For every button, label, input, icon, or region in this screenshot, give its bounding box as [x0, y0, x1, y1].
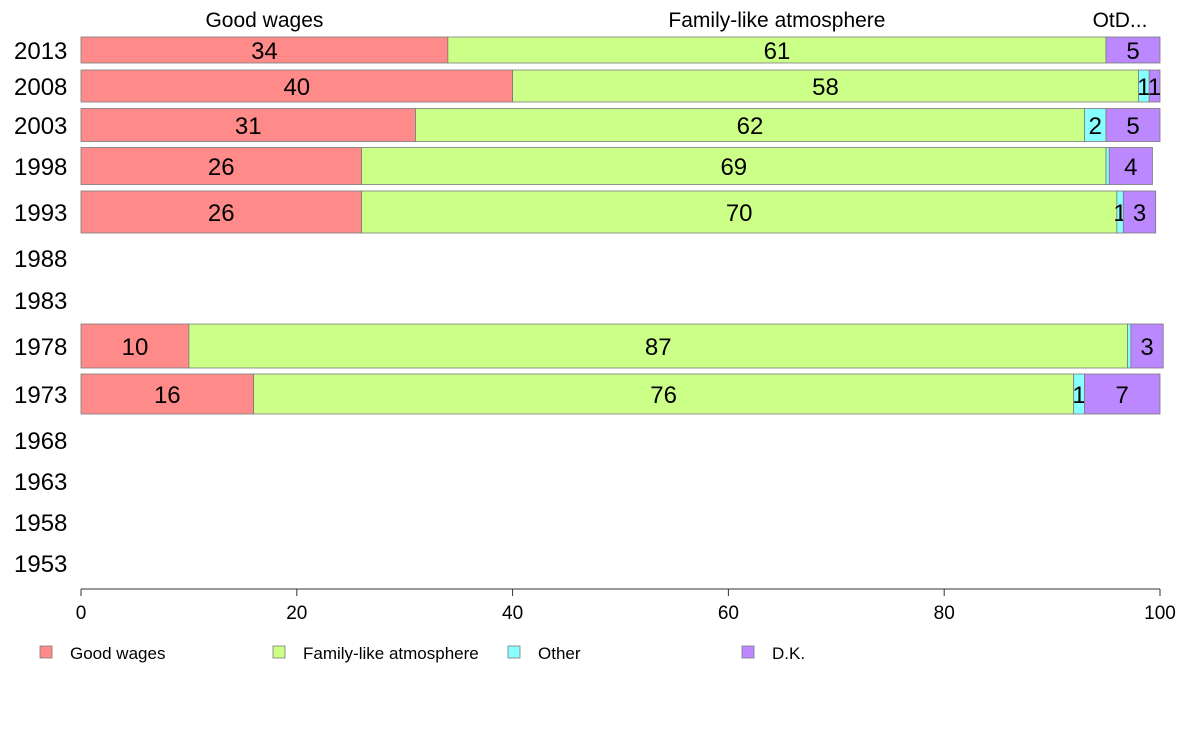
year-label-1998: 1998: [14, 154, 67, 181]
year-label-1968: 1968: [14, 428, 67, 455]
legend-swatch-good-wages: [39, 645, 53, 659]
bar-label-2003-d-k: 5: [1126, 113, 1139, 140]
bar-label-2013-family-like-atmosphere: 61: [764, 38, 791, 65]
bar-label-2013-good-wages: 34: [251, 38, 278, 65]
year-label-1988: 1988: [14, 246, 67, 273]
bar-1993-family-like-atmosphere: [361, 190, 1118, 234]
bar-label-1973-other: 1: [1072, 382, 1085, 409]
year-label-2008: 2008: [14, 74, 67, 101]
bar-1998-d-k: [1108, 147, 1153, 185]
top-label-family-like-atmosphere: Family-like atmosphere: [668, 9, 885, 32]
legend-swatch-other: [507, 645, 521, 659]
bar-1978-other: [1127, 323, 1132, 369]
bar-1998-other: [1105, 147, 1110, 185]
bar-label-1993-family-like-atmosphere: 70: [726, 200, 753, 227]
bar-1978-d-k: [1130, 323, 1164, 369]
bar-1978-family-like-atmosphere: [188, 323, 1129, 369]
x-tick-label-0: 0: [76, 603, 87, 624]
year-label-1993: 1993: [14, 200, 67, 227]
top-label-good-wages: Good wages: [205, 9, 323, 32]
year-label-2003: 2003: [14, 113, 67, 140]
bar-1993-d-k: [1122, 190, 1157, 234]
bar-2013-d-k: [1105, 36, 1161, 64]
legend-swatch-family-like-atmosphere: [272, 645, 286, 659]
bar-label-2003-other: 2: [1089, 113, 1102, 140]
bar-label-1978-good-wages: 10: [122, 334, 149, 361]
bar-2013-good-wages: [80, 36, 449, 64]
bar-label-1973-family-like-atmosphere: 76: [650, 382, 677, 409]
x-tick-label-100: 100: [1144, 603, 1176, 624]
bar-label-2008-good-wages: 40: [283, 74, 310, 101]
bar-1973-d-k: [1084, 373, 1161, 415]
bar-1998-good-wages: [80, 147, 362, 185]
x-tick-label-40: 40: [502, 603, 523, 624]
bar-label-2013-d-k: 5: [1126, 38, 1139, 65]
x-tick-label-80: 80: [934, 603, 955, 624]
bar-label-1973-d-k: 7: [1116, 382, 1129, 409]
year-label-1963: 1963: [14, 469, 67, 496]
legend-label-other: Other: [538, 644, 581, 663]
bar-label-1998-family-like-atmosphere: 69: [720, 154, 747, 181]
legend-label-good-wages: Good wages: [70, 644, 165, 663]
bar-label-2008-d-k: 1: [1148, 74, 1161, 101]
year-label-1953: 1953: [14, 551, 67, 578]
bar-label-1978-d-k: 3: [1140, 334, 1153, 361]
bar-2013-family-like-atmosphere: [447, 36, 1107, 64]
bar-2003-family-like-atmosphere: [415, 108, 1085, 142]
year-label-1978: 1978: [14, 334, 67, 361]
year-label-1973: 1973: [14, 382, 67, 409]
bar-2003-d-k: [1105, 108, 1161, 142]
legend-label-family-like-atmosphere: Family-like atmosphere: [303, 644, 479, 663]
legend-label-d-k: D.K.: [772, 644, 805, 663]
year-label-1958: 1958: [14, 510, 67, 537]
bar-label-2008-other: 1: [1137, 74, 1150, 101]
bar-label-1993-good-wages: 26: [208, 200, 235, 227]
bar-label-1973-good-wages: 16: [154, 382, 181, 409]
bar-label-1993-d-k: 3: [1133, 200, 1146, 227]
bar-label-1978-family-like-atmosphere: 87: [645, 334, 672, 361]
x-tick-label-60: 60: [718, 603, 739, 624]
bar-1978-good-wages: [80, 323, 190, 369]
bar-2008-good-wages: [80, 69, 514, 103]
legend-swatch-d-k: [741, 645, 755, 659]
bar-label-1998-d-k: 4: [1124, 154, 1137, 181]
bar-2008-d-k: [1148, 69, 1161, 103]
bar-2008-family-like-atmosphere: [512, 69, 1139, 103]
bar-label-2003-good-wages: 31: [235, 113, 262, 140]
top-label-otd: OtD...: [1093, 9, 1148, 32]
year-label-1983: 1983: [14, 288, 67, 315]
bar-1973-family-like-atmosphere: [253, 373, 1075, 415]
bar-label-1998-good-wages: 26: [208, 154, 235, 181]
bar-label-2008-family-like-atmosphere: 58: [812, 74, 839, 101]
x-tick-label-20: 20: [286, 603, 307, 624]
bar-2003-good-wages: [80, 108, 416, 142]
bar-1993-good-wages: [80, 190, 362, 234]
year-label-2013: 2013: [14, 38, 67, 65]
bar-1973-good-wages: [80, 373, 255, 415]
bar-label-2003-family-like-atmosphere: 62: [737, 113, 764, 140]
